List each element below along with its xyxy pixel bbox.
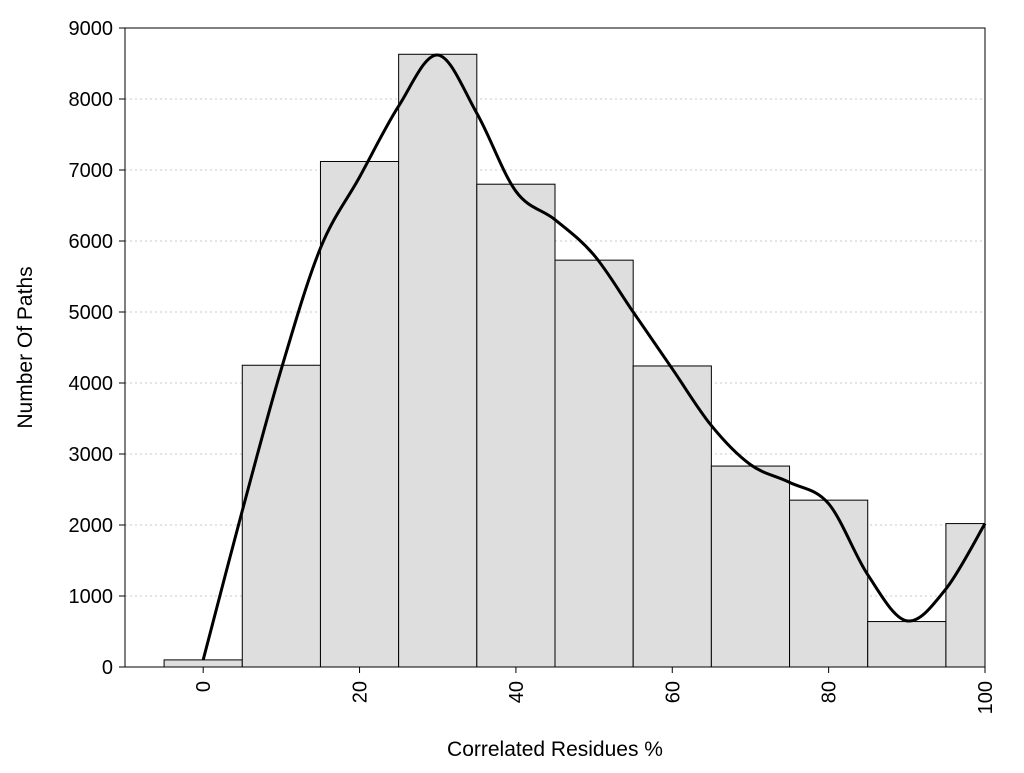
x-tick-label: 80 [819,681,841,703]
x-axis-ticks: 0 20 40 60 80 100 [193,667,997,714]
y-tick-label: 0 [102,657,113,679]
y-tick-label: 8000 [69,89,114,111]
histogram-bar [554,259,634,668]
y-tick-label: 9000 [69,18,114,40]
x-tick-label: 0 [193,681,215,692]
y-tick-label: 4000 [69,373,114,395]
x-tick-label: 40 [506,681,528,703]
y-axis-ticks: 0 1000 2000 3000 4000 5000 6000 7000 8000 9000 [69,18,125,679]
histogram-bar [789,499,869,668]
y-tick-label: 5000 [69,302,114,324]
y-tick-label: 2000 [69,515,114,537]
histogram-bar [867,621,947,668]
x-tick-label: 60 [662,681,684,703]
y-tick-label: 7000 [69,160,114,182]
density-curve-layer [201,53,987,661]
histogram-bar [319,160,400,668]
x-tick-label: 20 [350,681,372,703]
x-tick-label: 100 [975,681,997,714]
y-tick-label: 3000 [69,444,114,466]
x-axis-title: Correlated Residues % [447,738,663,761]
histogram-bar [632,365,712,668]
y-tick-label: 1000 [69,586,114,608]
histogram-bar [241,364,321,668]
y-axis-title: Number Of Paths [14,266,37,428]
density-curve [201,53,987,661]
histogram-bar [710,465,791,668]
plot-frame [124,27,986,668]
histogram-bar [398,53,478,668]
histogram-bar [163,659,243,668]
histogram-bars [163,53,986,668]
y-tick-label: 6000 [69,231,114,253]
histogram-bar [945,523,986,668]
histogram-bar [476,183,556,668]
